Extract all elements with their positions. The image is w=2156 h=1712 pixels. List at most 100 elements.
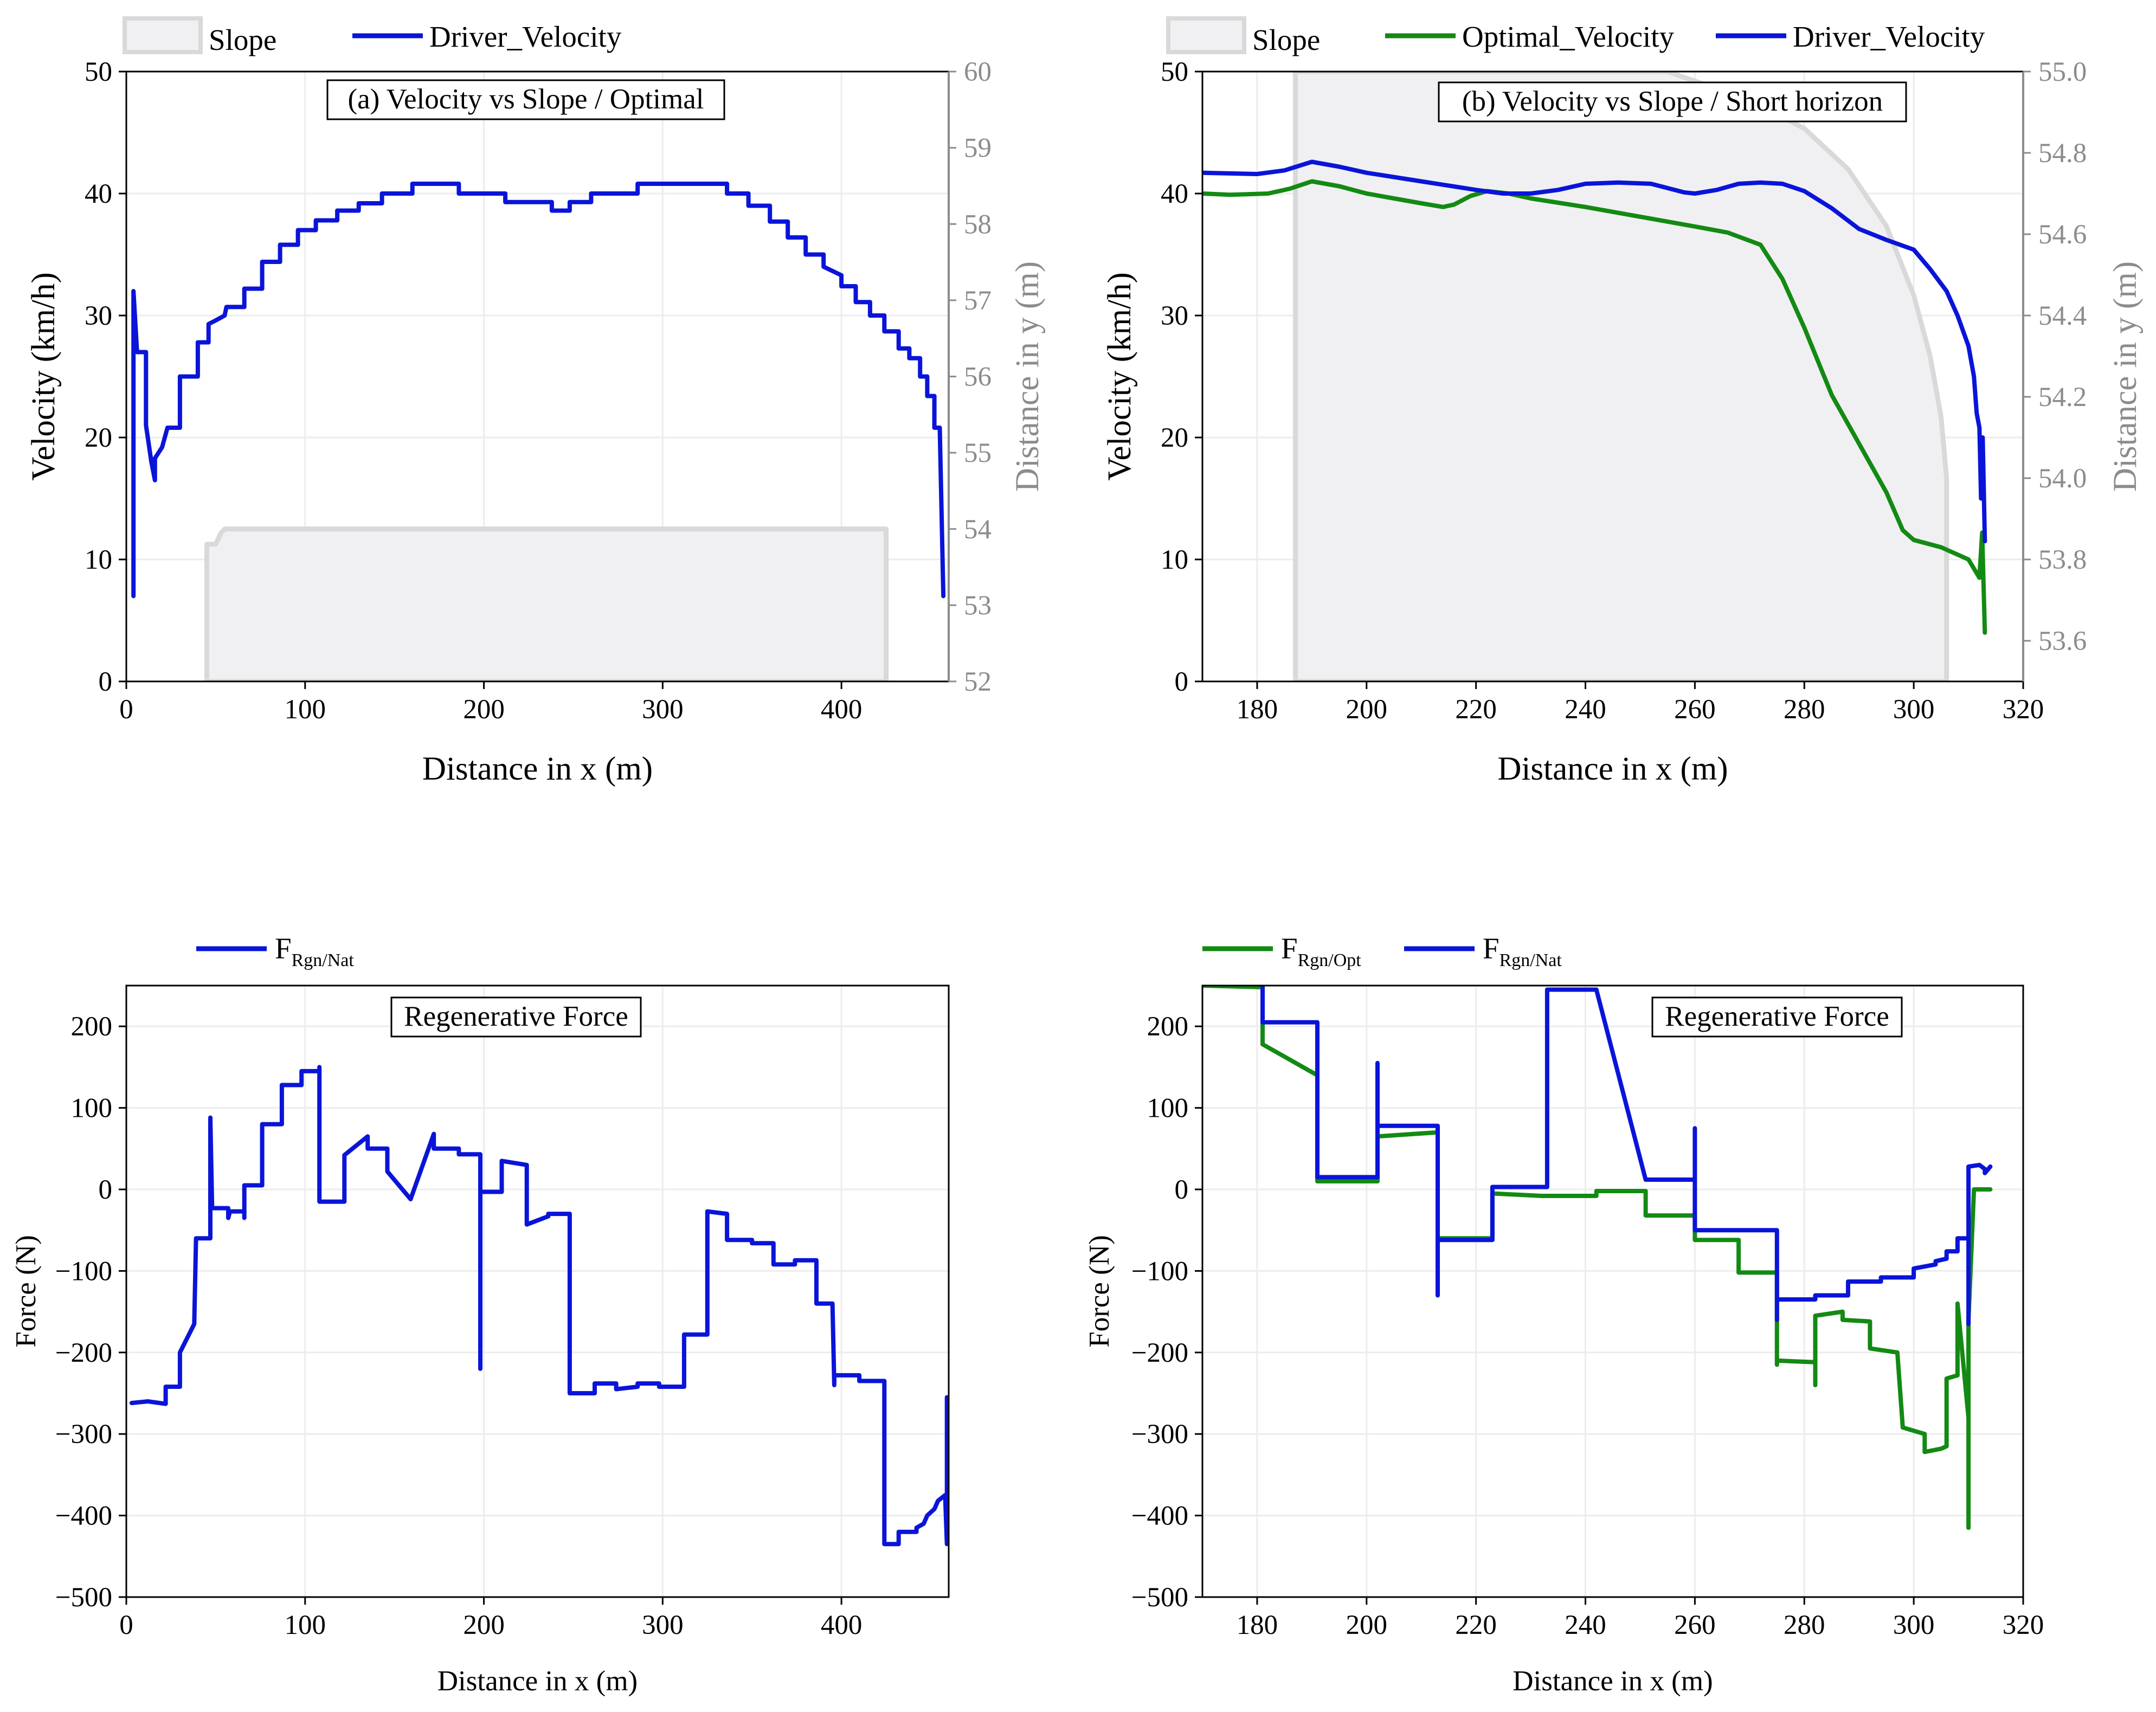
x-tick-label: 200 <box>463 694 505 725</box>
series-group <box>1202 72 1987 681</box>
x-tick-label: 0 <box>119 694 133 725</box>
series-group <box>1202 986 1993 1530</box>
y-tick-label: −400 <box>55 1501 112 1531</box>
y2-tick-label: 54.2 <box>2038 382 2087 413</box>
y-tick-label: −100 <box>1131 1256 1188 1286</box>
gridlines <box>1202 986 2023 1597</box>
y-tick-label: 30 <box>85 301 112 331</box>
x-tick-label: 0 <box>119 1610 133 1640</box>
series-f-rgn-nat-line <box>1260 986 1993 1327</box>
y2-axis-label: Distance in y (m) <box>1009 261 1046 492</box>
series-f-rgn-opt-line <box>1202 986 1993 1530</box>
y2-tick-label: 57 <box>964 286 992 316</box>
y2-tick-label: 54.0 <box>2038 464 2087 494</box>
legend-label: Slope <box>1252 23 1320 56</box>
chart-title: Regenerative Force <box>1665 1001 1889 1032</box>
title-box <box>1438 81 1907 123</box>
x-axis-label: Distance in x (m) <box>437 1665 638 1697</box>
x-axis-label: Distance in x (m) <box>422 751 653 787</box>
y2-tick-label: 54.8 <box>2038 138 2087 169</box>
chart-title: (a) Velocity vs Slope / Optimal <box>347 83 704 115</box>
y-tick-label: 100 <box>1147 1093 1189 1124</box>
chart-title: (b) Velocity vs Slope / Short horizon <box>1462 86 1883 117</box>
title-box <box>326 79 725 120</box>
title-box <box>390 996 642 1038</box>
series-optimal-velocity-line <box>1202 179 1987 635</box>
y-tick-label: 50 <box>1161 57 1188 87</box>
y-axis-label: Velocity (km/h) <box>1102 272 1138 481</box>
y-tick-label: −300 <box>55 1419 112 1450</box>
y-tick-label: 200 <box>1147 1012 1189 1042</box>
x-axis-label: Distance in x (m) <box>1513 1665 1713 1697</box>
series-driver-velocity-line <box>1202 159 1987 544</box>
legend: Slope Driver_Velocity <box>123 16 622 56</box>
y-tick-label: 0 <box>99 1175 113 1205</box>
x-tick-label: 240 <box>1565 1610 1606 1640</box>
y-tick-label: 10 <box>1161 545 1188 575</box>
legend-swatch-slope <box>1166 16 1246 54</box>
y2-tick-label: 55.0 <box>2038 57 2087 87</box>
y2-tick-label: 53 <box>964 590 992 621</box>
plot-frame <box>125 984 950 1598</box>
series-group <box>131 182 946 681</box>
series-driver-velocity-line <box>131 182 946 598</box>
y-tick-label: 40 <box>85 179 112 209</box>
legend-label: Optimal_Velocity <box>1462 20 1675 53</box>
x-tick-label: 260 <box>1674 1610 1716 1640</box>
y-tick-label: 0 <box>1175 667 1189 697</box>
y-tick-label: 0 <box>1175 1175 1189 1205</box>
y2-tick-label: 53.8 <box>2038 545 2087 575</box>
y-tick-label: 100 <box>71 1093 113 1124</box>
y-tick-label: 20 <box>85 423 112 453</box>
x-tick-label: 300 <box>1893 694 1935 725</box>
y-tick-label: 10 <box>85 545 112 575</box>
x-tick-label: 300 <box>642 1610 684 1640</box>
x-tick-label: 280 <box>1784 694 1825 725</box>
y-tick-label: −300 <box>1131 1419 1188 1450</box>
y2-tick-label: 58 <box>964 209 992 240</box>
x-tick-label: 220 <box>1455 1610 1497 1640</box>
chart-c: 0 100 200 300 400 −500 −400 −300 −200 −100 0 100 200… <box>10 932 950 1697</box>
y-tick-label: −400 <box>1131 1501 1188 1531</box>
y-tick-label: −200 <box>1131 1338 1188 1368</box>
y2-tick-label: 56 <box>964 362 992 392</box>
y-tick-label: 20 <box>1161 423 1188 453</box>
x-tick-label: 280 <box>1784 1610 1825 1640</box>
x-tick-label: 300 <box>1893 1610 1935 1640</box>
y-tick-label: 50 <box>85 57 112 87</box>
y2-axis-label: Distance in y (m) <box>2107 261 2144 492</box>
y-tick-label: −100 <box>55 1256 112 1286</box>
y-tick-label: 200 <box>71 1012 113 1042</box>
legend-label: Driver_Velocity <box>1793 20 1985 53</box>
chart-b: 180 200 220 240 260 280 300 320 0 10 20 30 40 50 53.6 5… <box>1102 16 2144 787</box>
x-tick-label: 400 <box>821 694 863 725</box>
y-axis-label: Force (N) <box>1084 1235 1115 1348</box>
legend-label: FRgn/Opt <box>1281 932 1361 970</box>
x-tick-label: 320 <box>2003 694 2044 725</box>
legend-swatch-slope <box>123 16 203 54</box>
series-slope-area <box>204 526 889 681</box>
y-tick-label: 30 <box>1161 301 1188 331</box>
x-tick-label: 180 <box>1237 694 1278 725</box>
x-tick-label: 220 <box>1455 694 1497 725</box>
y2-tick-label: 53.6 <box>2038 626 2087 657</box>
y-tick-label: −500 <box>55 1582 112 1613</box>
x-tick-label: 320 <box>2003 1610 2044 1640</box>
y2-tick-label: 60 <box>964 57 992 87</box>
x-tick-label: 260 <box>1674 694 1716 725</box>
y-tick-label: −500 <box>1131 1582 1188 1613</box>
legend: FRgn/Nat <box>196 932 354 970</box>
y2-tick-label: 54 <box>964 514 992 545</box>
y2-tick-label: 59 <box>964 133 992 164</box>
series-slope-area <box>1293 72 1949 681</box>
x-tick-label: 100 <box>285 694 326 725</box>
chart-d: 180 200 220 240 260 280 300 320 −500 −400 −300 −200… <box>1084 932 2044 1697</box>
y-tick-label: 0 <box>99 667 113 697</box>
legend-label: FRgn/Nat <box>275 932 354 970</box>
legend-label: FRgn/Nat <box>1483 932 1562 970</box>
x-tick-label: 300 <box>642 694 684 725</box>
title-box <box>1651 996 1903 1038</box>
x-tick-label: 400 <box>821 1610 863 1640</box>
chart-title: Regenerative Force <box>404 1001 628 1032</box>
